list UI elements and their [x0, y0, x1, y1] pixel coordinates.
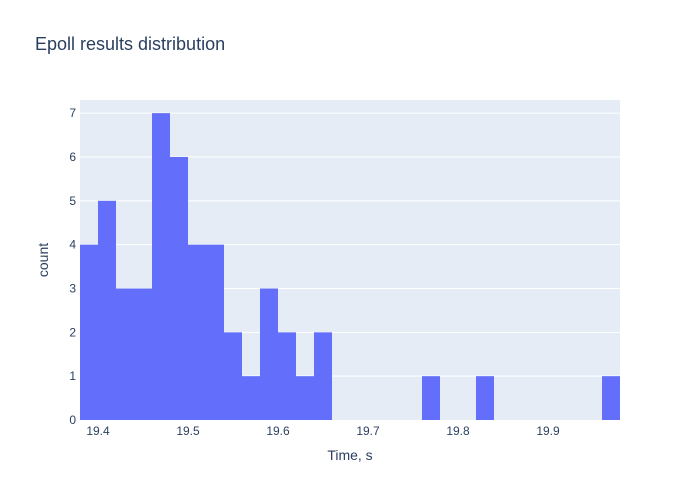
x-tick-label: 19.4: [86, 424, 110, 438]
histogram-bar[interactable]: [188, 244, 206, 420]
histogram-bar[interactable]: [314, 332, 332, 420]
y-tick-label: 3: [69, 281, 76, 295]
chart-title: Epoll results distribution: [35, 34, 225, 54]
y-tick-label: 1: [69, 369, 76, 383]
histogram-bar[interactable]: [422, 376, 440, 420]
histogram-bar[interactable]: [278, 332, 296, 420]
y-tick-labels: 0 1 2 3 4 5 6 7: [69, 106, 76, 427]
x-tick-label: 19.5: [176, 424, 200, 438]
histogram-bar[interactable]: [476, 376, 494, 420]
x-tick-label: 19.7: [356, 424, 380, 438]
histogram-bar[interactable]: [242, 376, 260, 420]
y-tick-label: 2: [69, 325, 76, 339]
x-tick-label: 19.6: [266, 424, 290, 438]
y-tick-label: 5: [69, 194, 76, 208]
histogram-bar[interactable]: [206, 244, 224, 420]
y-axis-title: count: [35, 243, 51, 277]
histogram-bar[interactable]: [260, 288, 278, 420]
histogram-bar[interactable]: [602, 376, 620, 420]
histogram-bar[interactable]: [296, 376, 314, 420]
y-tick-label: 7: [69, 106, 76, 120]
y-tick-label: 6: [69, 150, 76, 164]
bars: [80, 113, 620, 420]
x-tick-label: 19.8: [446, 424, 470, 438]
x-tick-label: 19.9: [536, 424, 560, 438]
histogram-bar[interactable]: [80, 244, 98, 420]
histogram-bar[interactable]: [134, 288, 152, 420]
x-tick-labels: 19.4 19.5 19.6 19.7 19.8 19.9: [86, 424, 560, 438]
histogram-bar[interactable]: [116, 288, 134, 420]
histogram-bar[interactable]: [98, 200, 116, 420]
y-tick-label: 4: [69, 238, 76, 252]
histogram-bar[interactable]: [152, 113, 170, 420]
histogram-bar[interactable]: [170, 156, 188, 420]
y-tick-label: 0: [69, 413, 76, 427]
x-axis-title: Time, s: [327, 447, 372, 463]
histogram-bar[interactable]: [224, 332, 242, 420]
